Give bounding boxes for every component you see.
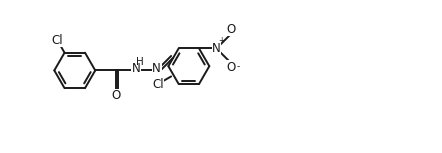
Text: N: N [212, 42, 221, 55]
Text: O: O [226, 61, 236, 74]
Text: N: N [132, 62, 141, 75]
Text: O: O [226, 23, 236, 36]
Text: N: N [152, 62, 161, 75]
Text: Cl: Cl [152, 78, 164, 91]
Text: Cl: Cl [52, 34, 63, 47]
Text: -: - [236, 62, 240, 71]
Text: H: H [136, 57, 144, 67]
Text: O: O [111, 90, 120, 103]
Text: +: + [218, 36, 224, 45]
